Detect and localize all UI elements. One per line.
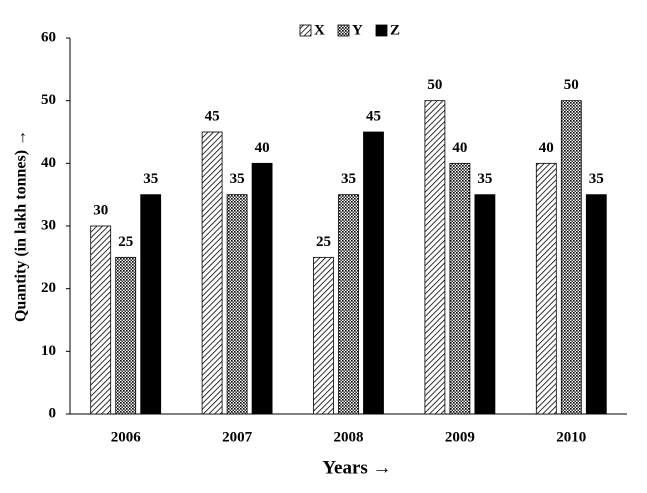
bar: [338, 194, 359, 415]
value-label: 35: [341, 171, 356, 187]
legend-label: Z: [390, 22, 400, 38]
y-axis-label: Quantity (in lakh tonnes) →: [13, 130, 30, 322]
x-tick-label: 2010: [556, 429, 586, 445]
bar: [474, 194, 496, 415]
bar: [585, 194, 607, 415]
x-tick-label: 2009: [445, 429, 475, 445]
x-tick-label: 2006: [111, 429, 142, 445]
bar: [560, 100, 582, 415]
value-label: 45: [205, 108, 220, 124]
value-label: 35: [143, 171, 158, 187]
bar: [115, 256, 137, 415]
bar: [226, 194, 248, 415]
y-tick-label: 20: [41, 280, 56, 296]
y-tick-label: 40: [41, 155, 56, 171]
value-label: 35: [230, 171, 245, 187]
y-tick-label: 10: [41, 343, 56, 359]
bar: [363, 131, 384, 415]
x-tick-label: 2008: [334, 429, 364, 445]
y-tick-label: 0: [49, 405, 57, 421]
bar: [90, 225, 112, 415]
value-label: 50: [427, 77, 442, 93]
legend-swatch: [375, 24, 388, 37]
x-axis-label: Years →: [322, 457, 391, 478]
value-label: 40: [539, 140, 554, 156]
value-label: 30: [93, 202, 108, 218]
bar: [535, 162, 557, 415]
bar: [251, 162, 273, 415]
value-label: 25: [118, 234, 133, 250]
bar: [201, 131, 223, 415]
y-tick-label: 60: [41, 29, 56, 45]
bar: [313, 256, 334, 415]
value-label: 45: [366, 108, 381, 124]
legend-label: X: [314, 22, 325, 38]
value-label: 35: [477, 171, 492, 187]
bar: [449, 162, 471, 415]
legend-swatch: [337, 24, 350, 37]
bar: [424, 100, 446, 415]
value-label: 50: [564, 77, 579, 93]
value-label: 40: [255, 140, 270, 156]
legend-label: Y: [352, 22, 363, 38]
legend-swatch: [299, 24, 312, 37]
y-tick-label: 30: [41, 217, 56, 233]
value-label: 25: [316, 234, 331, 250]
bar: [140, 194, 162, 415]
value-label: 40: [452, 140, 467, 156]
y-tick-label: 50: [41, 92, 56, 108]
x-tick-label: 2007: [222, 429, 253, 445]
value-label: 35: [589, 171, 604, 187]
